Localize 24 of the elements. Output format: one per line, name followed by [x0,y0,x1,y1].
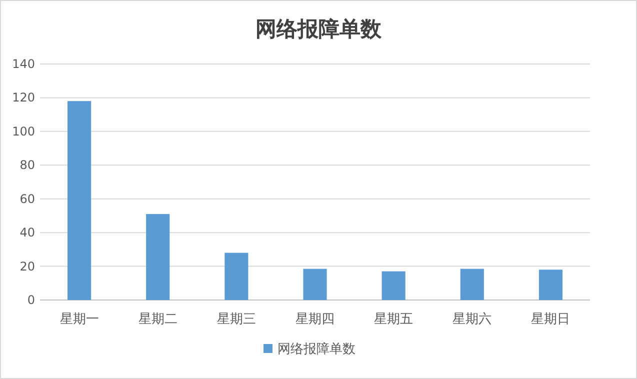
x-tick-label: 星期日 [531,312,570,327]
y-tick-label: 0 [27,293,35,307]
y-tick-label: 40 [20,226,35,240]
bar [460,268,484,300]
bar [382,271,406,300]
y-tick-label: 100 [12,124,35,138]
y-tick-label: 80 [20,158,35,172]
y-tick-label: 140 [12,57,35,71]
x-tick-label: 星期二 [138,312,178,327]
bar [224,252,248,300]
x-tick-label: 星期五 [374,312,414,327]
x-tick-label: 星期四 [296,312,334,327]
chart-title: 网络报障单数 [256,16,382,41]
x-tick-label: 星期三 [216,312,256,327]
bar [538,270,562,300]
x-tick-label: 星期一 [60,312,99,327]
legend-label: 网络报障单数 [278,342,356,357]
y-tick-label: 20 [20,259,35,274]
bar [303,268,327,300]
y-tick-label: 120 [12,90,35,105]
x-tick-label: 星期六 [452,312,492,327]
bar [68,101,92,300]
bar [146,214,170,300]
y-tick-label: 60 [20,192,35,206]
